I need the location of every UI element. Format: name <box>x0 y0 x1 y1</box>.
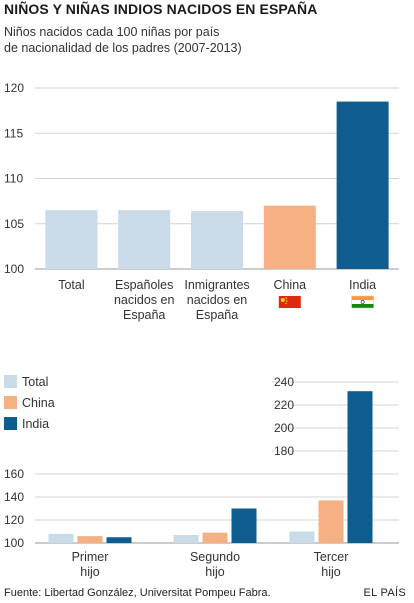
y-tick-label: 240 <box>274 375 294 389</box>
y-tick-label: 220 <box>274 398 294 412</box>
y-tick-label: 180 <box>274 444 294 458</box>
bar <box>48 533 74 543</box>
y-tick-label: 100 <box>4 536 24 550</box>
y-tick-label: 140 <box>4 490 24 504</box>
bar <box>191 211 243 269</box>
bar <box>173 534 199 543</box>
china-flag-star <box>286 300 288 302</box>
india-flag-stripe <box>351 300 374 304</box>
china-flag-star <box>285 302 287 305</box>
footer-source: Fuente: Libertad González, Universitat P… <box>4 587 271 599</box>
y-tick-label: 100 <box>4 262 24 276</box>
y-tick-label: 120 <box>4 81 24 95</box>
chart-title: NIÑOS Y NIÑAS INDIOS NACIDOS EN ESPAÑA <box>4 1 318 17</box>
x-tick-label: hijo <box>80 565 100 579</box>
x-tick-label: Total <box>58 278 84 292</box>
bar <box>106 537 132 543</box>
bar <box>318 500 344 543</box>
x-tick-label: Segundo <box>190 550 240 564</box>
india-flag-border <box>351 295 374 309</box>
x-tick-label: Primer <box>72 550 109 564</box>
legend-entry: China <box>4 396 55 410</box>
y-tick-label: 115 <box>4 126 23 140</box>
bar <box>231 508 257 543</box>
bar <box>202 532 228 543</box>
legend-swatch <box>4 396 17 409</box>
bar <box>45 210 98 269</box>
x-tick-label: España <box>196 308 238 322</box>
x-tick-label: Españoles <box>115 278 173 292</box>
subtitle-line-1: Niños nacidos cada 100 niñas por país <box>4 25 220 39</box>
china-flag-star <box>285 297 288 299</box>
x-tick-label: hijo <box>205 565 225 579</box>
y-tick-label: 200 <box>274 421 294 435</box>
x-tick-label: nacidos en <box>114 293 175 307</box>
legend-swatch <box>4 417 17 430</box>
bar <box>347 391 373 543</box>
china-flag-star <box>280 298 285 302</box>
legend-swatch <box>4 375 17 388</box>
legend-label: India <box>22 417 49 431</box>
bar <box>289 531 315 543</box>
bar <box>77 536 103 543</box>
legend-entry: India <box>4 417 49 431</box>
subtitle-line-2: de nacionalidad de los padres (2007-2013… <box>4 41 242 55</box>
x-tick-label: hijo <box>321 565 341 579</box>
x-tick-label: India <box>349 278 376 292</box>
x-tick-label: nacidos en <box>187 293 248 307</box>
y-tick-label: 110 <box>4 172 23 186</box>
bar <box>118 210 171 269</box>
china-flag-icon <box>278 296 301 308</box>
y-tick-label: 160 <box>4 467 24 481</box>
bar <box>336 101 389 269</box>
legend-entry: Total <box>4 375 48 389</box>
y-tick-label: 105 <box>4 217 24 231</box>
india-flag-stripe <box>351 296 374 300</box>
bar <box>263 205 316 269</box>
chart-subtitle: Niños nacidos cada 100 niñas por país de… <box>4 24 404 56</box>
india-flag-wheel <box>360 300 365 304</box>
x-tick-label: Inmigrantes <box>184 278 249 292</box>
legend-label: China <box>22 396 55 410</box>
footer-brand: EL PAÍS <box>363 587 406 599</box>
x-tick-label: China <box>273 278 306 292</box>
india-flag-stripe <box>351 304 374 308</box>
y-tick-label: 120 <box>4 513 24 527</box>
x-tick-label: Tercer <box>314 550 349 564</box>
legend-label: Total <box>22 375 48 389</box>
india-flag-icon <box>351 295 374 309</box>
x-tick-label: España <box>123 308 165 322</box>
